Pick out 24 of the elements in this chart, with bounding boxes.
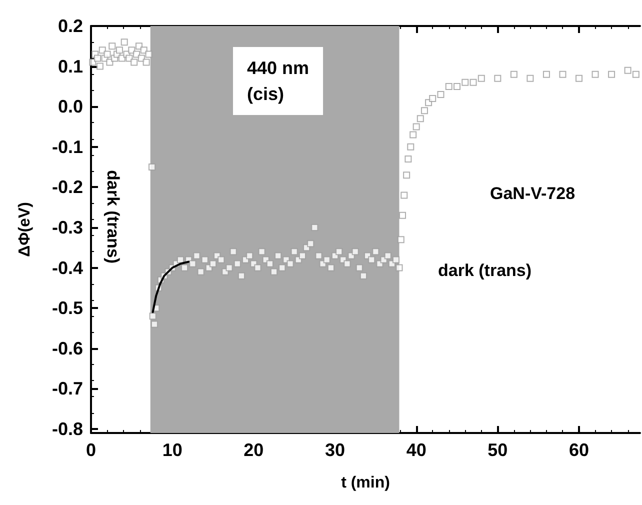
y-tick-label: 0.2 (58, 16, 83, 36)
x-tick-label: 50 (488, 440, 508, 460)
annotation: dark (trans) (104, 170, 122, 264)
x-tick-label: 20 (244, 440, 264, 460)
x-tick-label: 0 (86, 440, 96, 460)
y-tick-label: -0.5 (52, 298, 83, 318)
y-tick-label: -0.7 (52, 378, 83, 399)
x-axis-title: t (min) (341, 474, 390, 492)
band-label: 440 nm (cis) (247, 58, 310, 104)
y-tick-label: -0.1 (52, 136, 83, 157)
y-tick-label: -0.6 (52, 338, 83, 358)
y-tick-label: 0.1 (58, 56, 83, 76)
y-tick-label: -0.2 (52, 177, 83, 198)
annotation: GaN-V-728 (490, 184, 576, 203)
y-tick-label: -0.8 (52, 418, 83, 439)
y-axis-title: ΔΦ(eV) (16, 202, 34, 257)
y-tick-label: 0.0 (58, 96, 83, 117)
annotation: dark (trans) (438, 261, 532, 280)
x-tick-label: 40 (406, 440, 426, 460)
x-tick-label: 30 (324, 440, 346, 460)
x-tick-label: 10 (162, 440, 182, 460)
y-tick-label: -0.4 (52, 258, 83, 278)
y-tick-label: -0.3 (52, 217, 83, 238)
x-tick-label: 60 (568, 440, 590, 460)
